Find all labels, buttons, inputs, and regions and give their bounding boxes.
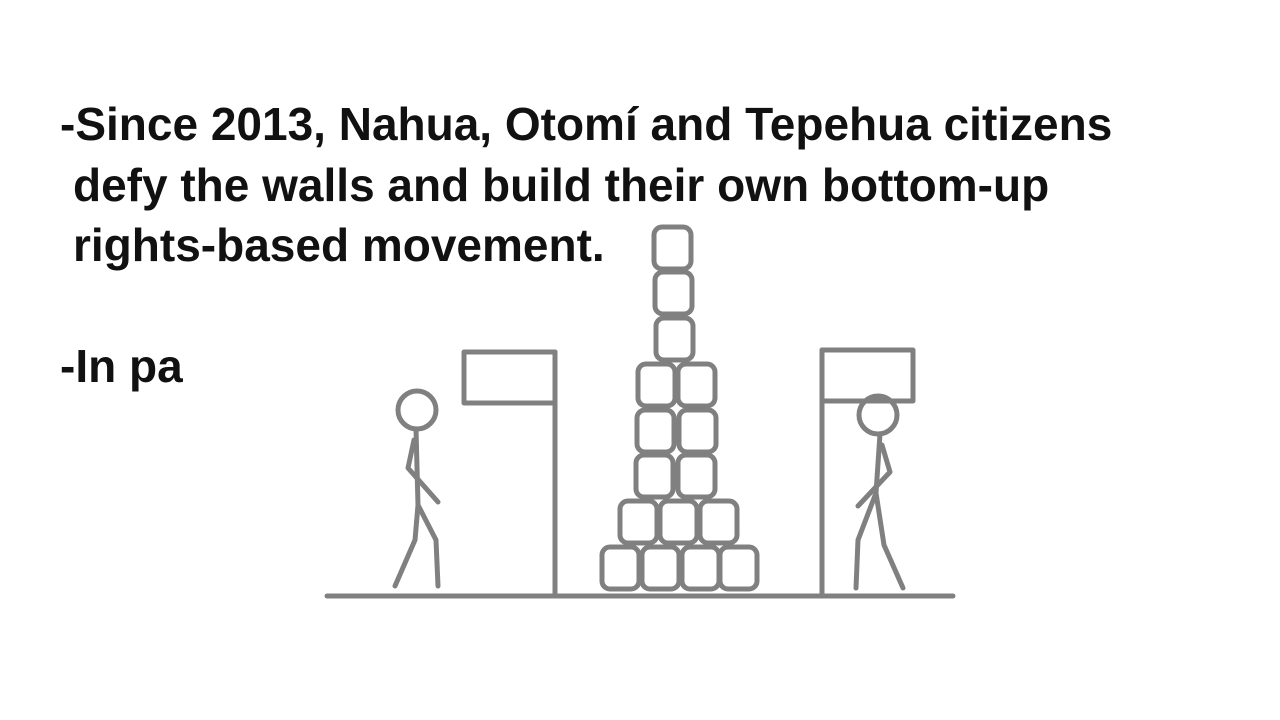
tower-block xyxy=(638,364,675,406)
tower-block xyxy=(720,547,757,589)
tower-block xyxy=(700,501,737,543)
tower-block xyxy=(636,455,673,497)
tower-block xyxy=(682,547,719,589)
left-flag xyxy=(464,352,555,593)
tower-block xyxy=(620,501,657,543)
tower-block xyxy=(655,272,692,314)
tower-block xyxy=(656,318,693,360)
tower-block xyxy=(642,547,679,589)
right-stick-figure xyxy=(856,396,903,588)
tower-block xyxy=(654,227,691,269)
tower-block xyxy=(678,455,715,497)
block-tower xyxy=(602,227,757,589)
tower-block xyxy=(602,547,639,589)
left-stick-figure xyxy=(395,391,438,586)
tower-block xyxy=(660,501,697,543)
tower-block xyxy=(637,410,674,452)
right-flag xyxy=(822,350,913,593)
tower-block xyxy=(679,410,716,452)
tower-block xyxy=(678,364,715,406)
